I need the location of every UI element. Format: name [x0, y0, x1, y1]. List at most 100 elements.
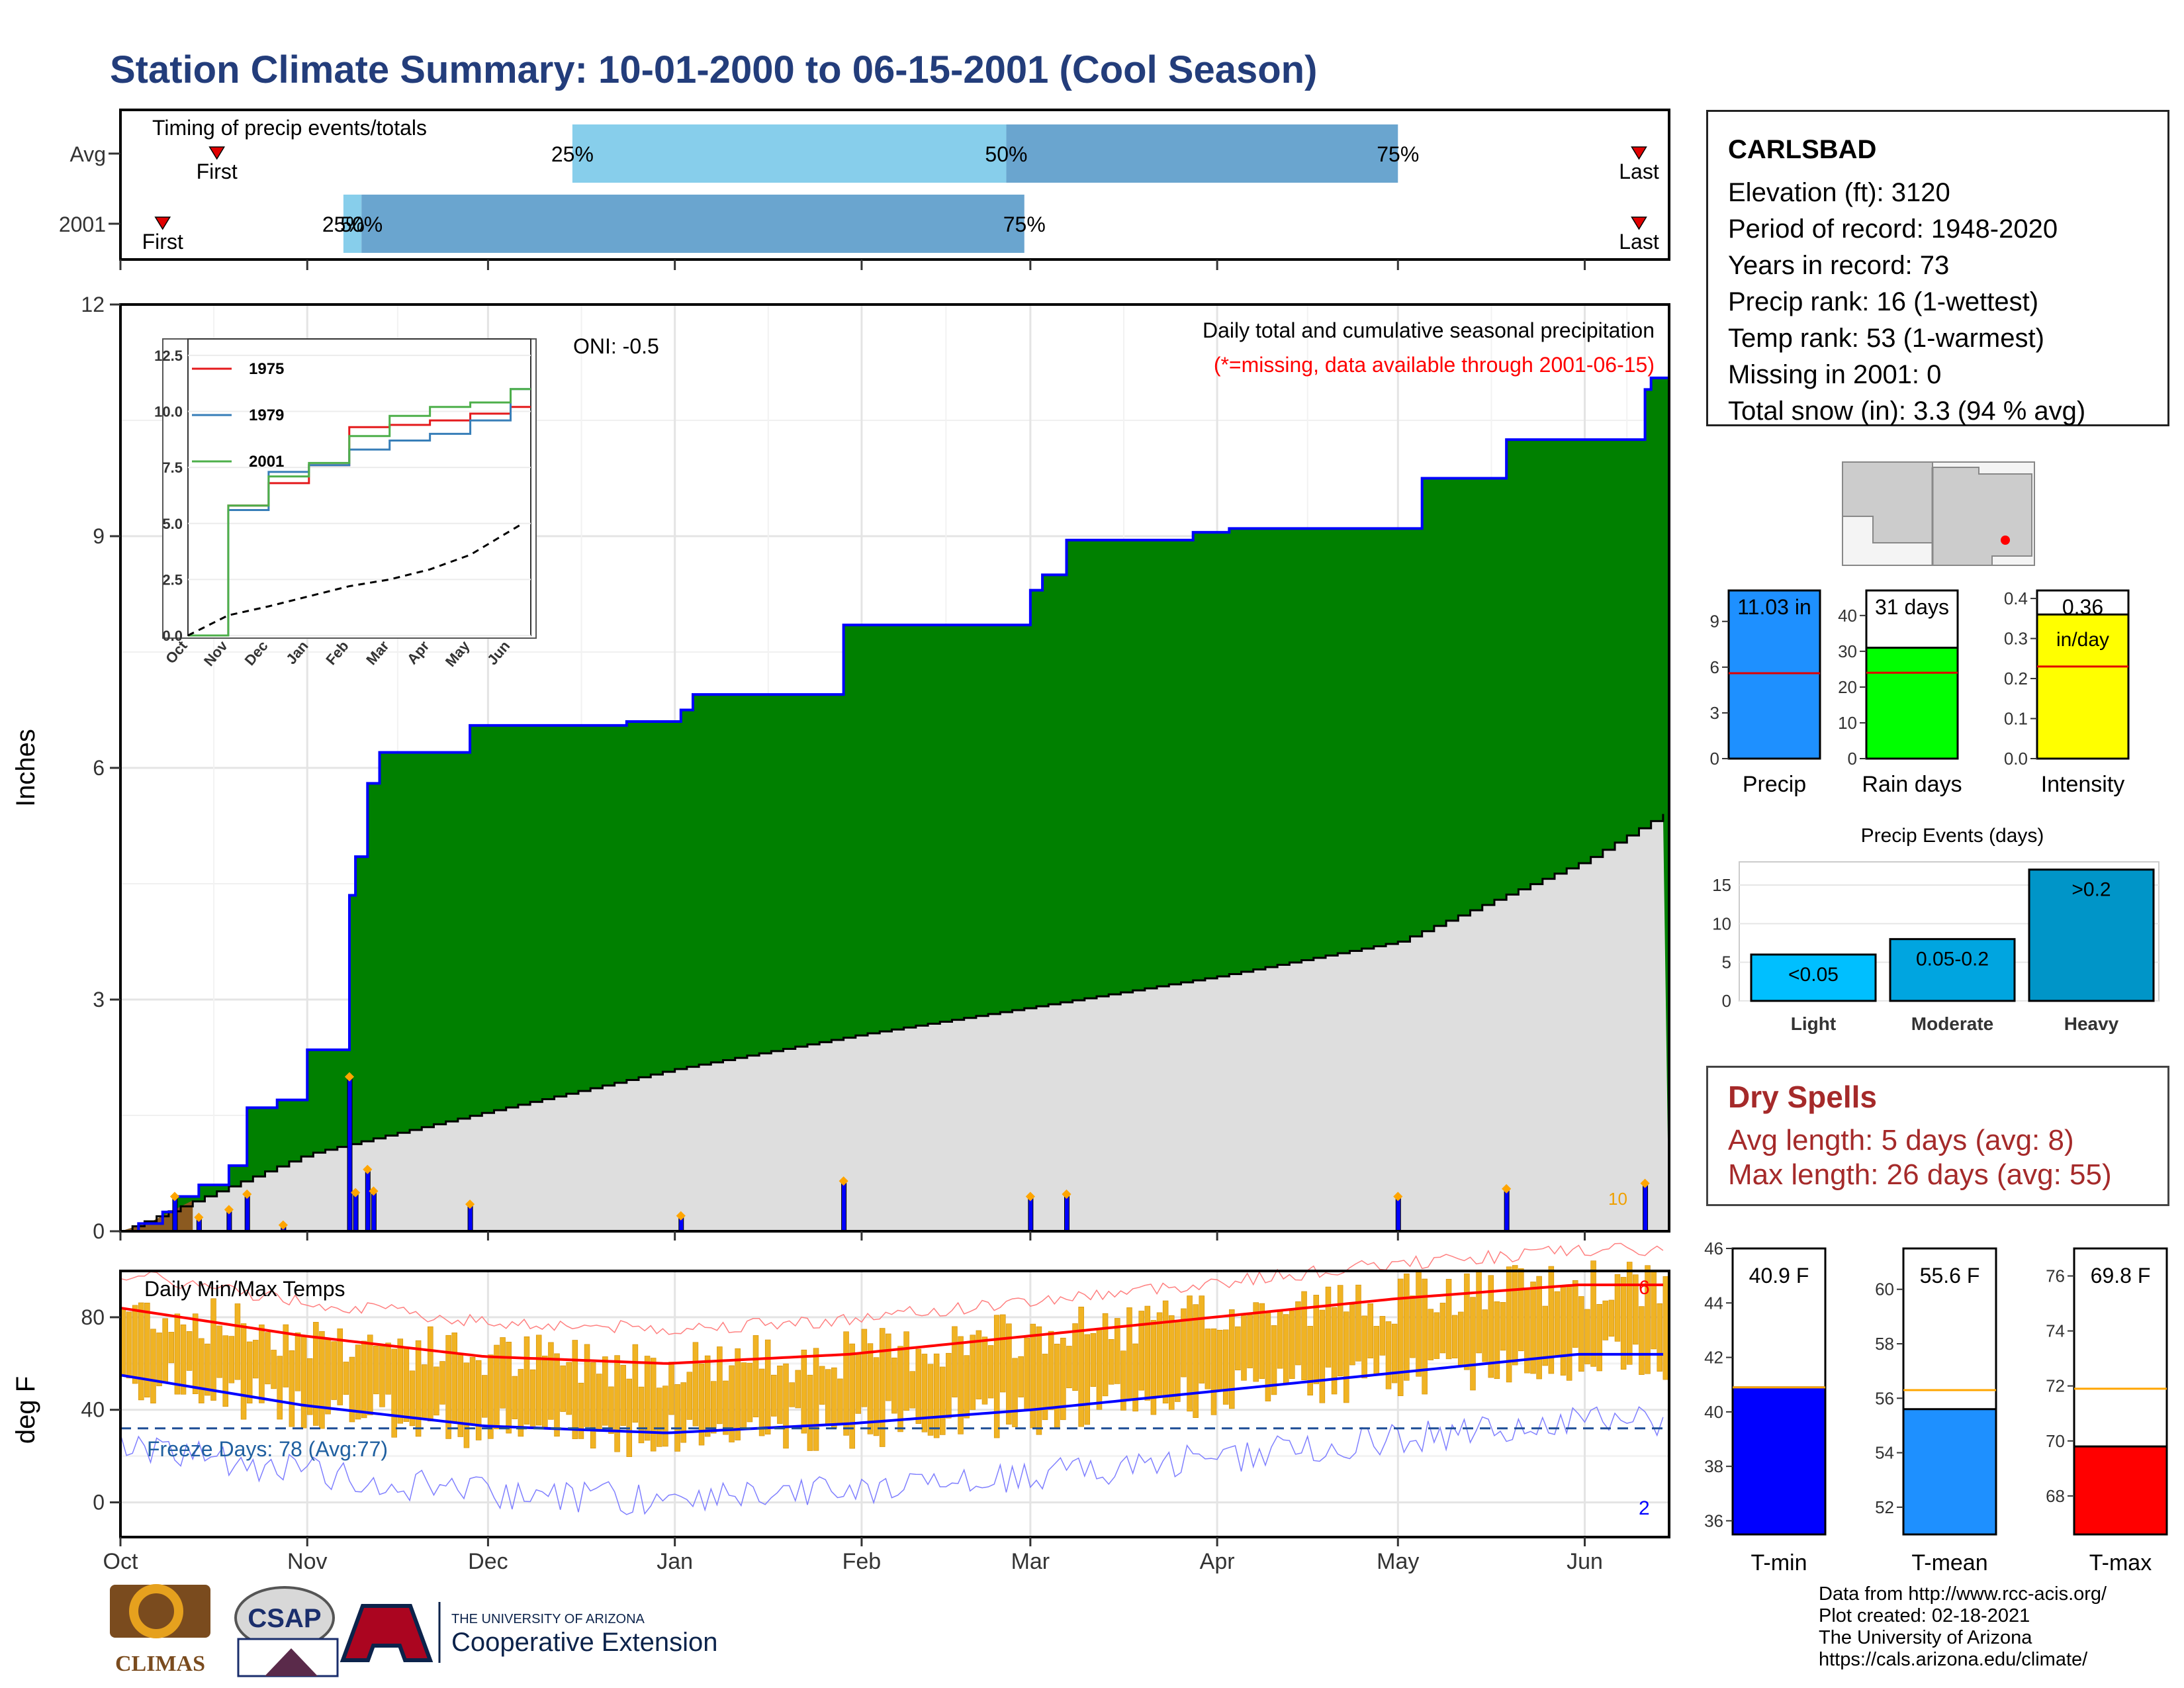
temp-ytick-label: 80	[81, 1305, 105, 1329]
daily-temp-bar	[1205, 1329, 1211, 1389]
tmean-gauge-fill	[1902, 1408, 1997, 1536]
daily-temp-bar	[162, 1318, 168, 1383]
temp-frame	[119, 1270, 1670, 1538]
timing-p75-label: 75%	[1377, 142, 1419, 166]
intensity-gauge-tick-label: 0.3	[2004, 629, 2028, 649]
dry-spells-avg: Avg length: 5 days (avg: 8)	[1728, 1124, 2074, 1156]
daily-temp-bar	[126, 1311, 132, 1379]
min-count-label: 2	[1639, 1497, 1650, 1519]
daily-temp-bar	[903, 1331, 909, 1411]
precip-marker-icon	[369, 1186, 379, 1196]
daily-temp-bar	[560, 1365, 566, 1412]
daily-temp-bar	[168, 1332, 175, 1364]
timing-label: Timing of precip events/totals	[152, 116, 427, 140]
tmean-gauge-tick-label: 58	[1875, 1334, 1894, 1354]
daily-temp-bar	[590, 1362, 596, 1449]
max-count-label: 6	[1639, 1277, 1650, 1299]
daily-temp-bar	[1428, 1309, 1434, 1360]
daily-temp-bar	[620, 1365, 626, 1426]
raindays-gauge-value: 31 days	[1875, 595, 1949, 619]
precip-marker-icon	[839, 1176, 848, 1186]
daily-temp-bar	[156, 1333, 162, 1387]
daily-temp-bar	[686, 1372, 693, 1420]
daily-temp-bar	[234, 1303, 241, 1380]
daily-temp-bar	[439, 1361, 445, 1405]
avg-min-line	[120, 1352, 1663, 1434]
daily-temp-bar	[747, 1362, 753, 1423]
daily-temp-bar	[825, 1369, 831, 1425]
dry-spells-title: Dry Spells	[1728, 1080, 1877, 1114]
daily-temp-bar	[325, 1339, 331, 1415]
daily-temp-bar	[1542, 1305, 1548, 1366]
daily-temp-bar	[1126, 1307, 1132, 1400]
daily-temp-bar	[1355, 1284, 1361, 1362]
daily-temp-bar	[246, 1341, 253, 1404]
daily-temp-bar	[313, 1322, 319, 1426]
daily-temp-bar	[289, 1350, 295, 1427]
daily-temp-bar	[1024, 1337, 1030, 1411]
daily-temp-bar	[295, 1333, 301, 1391]
footer-line: https://cals.arizona.edu/climate/	[1819, 1649, 2088, 1670]
daily-temp-bar	[1265, 1311, 1271, 1401]
daily-temp-bar	[608, 1386, 614, 1434]
daily-temp-bar	[512, 1376, 518, 1419]
daily-temp-bar	[1175, 1321, 1181, 1402]
daily-temp-bar	[958, 1336, 964, 1434]
daily-temp-bar	[921, 1354, 928, 1432]
daily-temp-bar	[566, 1362, 572, 1415]
timing-bar-q3	[1006, 124, 1398, 183]
inset-ytick-label: 10.0	[154, 404, 183, 420]
daily-temp-bar	[535, 1335, 542, 1426]
daily-temp-bar	[831, 1367, 837, 1429]
daily-temp-bar	[1054, 1343, 1060, 1428]
daily-temp-bar	[1614, 1274, 1621, 1342]
daily-temp-bar	[529, 1369, 536, 1427]
precip-header: Daily total and cumulative seasonal prec…	[1203, 318, 1655, 342]
daily-temp-bar	[343, 1362, 349, 1395]
precip-marker-icon	[194, 1212, 204, 1223]
daily-temp-bar	[1518, 1268, 1524, 1352]
ua-line2: Cooperative Extension	[451, 1628, 717, 1657]
precip-marker-icon	[1025, 1192, 1035, 1201]
daily-temp-bar	[494, 1344, 500, 1430]
daily-precip-bar	[1395, 1196, 1401, 1232]
daily-temp-bar	[1494, 1301, 1500, 1380]
daily-precip-bar	[1643, 1183, 1649, 1232]
daily-temp-bar	[1115, 1318, 1120, 1384]
daily-temp-bar	[186, 1331, 193, 1371]
intensity-gauge-label: Intensity	[2041, 772, 2125, 797]
csap-logo-text: CSAP	[248, 1604, 321, 1633]
raindays-gauge-tick-label: 20	[1838, 677, 1857, 697]
daily-temp-bar	[488, 1354, 494, 1439]
ua-line1: THE UNIVERSITY OF ARIZONA	[451, 1612, 645, 1626]
daily-temp-bar	[981, 1336, 988, 1405]
daily-temp-bar	[1343, 1311, 1349, 1403]
daily-temp-bar	[1608, 1299, 1615, 1337]
daily-temp-bar	[1464, 1273, 1470, 1370]
daily-temp-bar	[300, 1335, 307, 1429]
daily-temp-bar	[1566, 1286, 1572, 1381]
inset-ytick-label: 0.0	[162, 628, 183, 644]
timing-p25-label: 25%	[322, 212, 365, 236]
daily-temp-bar	[849, 1343, 855, 1449]
daily-temp-bar	[692, 1342, 699, 1427]
tmean-gauge-tick-label: 52	[1875, 1497, 1894, 1517]
daily-temp-bar	[1506, 1266, 1512, 1383]
daily-temp-bar	[886, 1333, 891, 1401]
daily-temp-bar	[1012, 1358, 1018, 1427]
precip-ytick-label: 3	[93, 988, 105, 1011]
month-label: Apr	[1200, 1549, 1235, 1574]
daily-temp-bar	[1572, 1280, 1578, 1348]
daily-temp-bar	[150, 1329, 156, 1404]
daily-temp-bar	[1361, 1315, 1367, 1379]
dry-spells-box: Dry Spells Avg length: 5 days (avg: 8) M…	[1706, 1066, 2169, 1206]
daily-temp-bar	[253, 1340, 259, 1379]
precip-ytick-label: 0	[93, 1219, 105, 1243]
daily-temp-bar	[662, 1385, 668, 1447]
daily-temp-bar	[1548, 1266, 1555, 1374]
daily-temp-bar	[1030, 1323, 1036, 1429]
tmin-gauge-tick-label: 40	[1704, 1402, 1723, 1422]
station-info-box: CARLSBAD Elevation (ft): 3120 Period of …	[1706, 110, 2169, 426]
daily-temp-bar	[1000, 1314, 1006, 1393]
